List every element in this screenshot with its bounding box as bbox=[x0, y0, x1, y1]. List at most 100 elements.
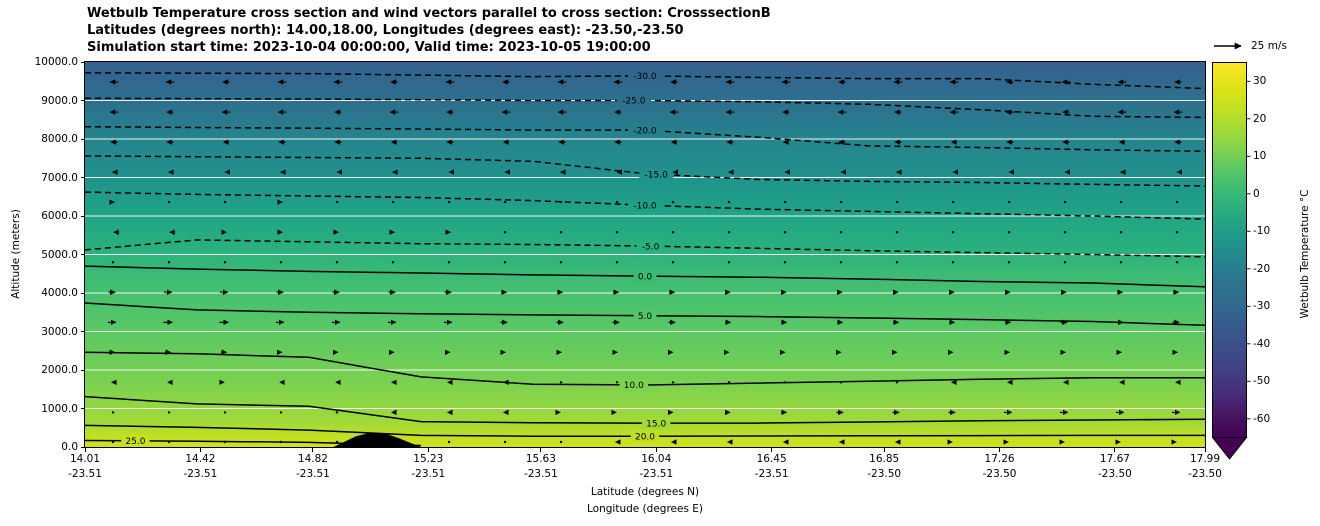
colorbar-tick-label: -50 bbox=[1253, 375, 1271, 388]
colorbar-tick-label: -10 bbox=[1253, 225, 1271, 238]
colorbar-tick-label: 0 bbox=[1253, 187, 1260, 200]
title-line-3: Simulation start time: 2023-10-04 00:00:… bbox=[87, 40, 651, 55]
colorbar-tick-label: -30 bbox=[1253, 300, 1271, 313]
wind-vector bbox=[391, 440, 395, 444]
wind-vector bbox=[503, 261, 507, 264]
x-tick-mark bbox=[883, 448, 885, 452]
wind-vectors bbox=[107, 79, 1183, 445]
wind-vector bbox=[279, 440, 283, 444]
y-tick-mark bbox=[81, 292, 85, 294]
wind-vector bbox=[223, 261, 227, 264]
x-tick-mark bbox=[771, 448, 773, 452]
x-tick-lat: 16.45 bbox=[756, 453, 787, 465]
x-tick-mark bbox=[655, 448, 657, 452]
wind-vector bbox=[1063, 231, 1067, 234]
wind-vector bbox=[1175, 231, 1179, 234]
wind-vector bbox=[559, 200, 563, 204]
y-tick-mark bbox=[81, 254, 85, 255]
x-tick-label: 15.23 -23.51 bbox=[396, 452, 460, 482]
y-tick-label: 9000.0 bbox=[41, 94, 78, 107]
wind-vector bbox=[447, 200, 451, 204]
contour-label-0.0: 0.0 bbox=[638, 272, 653, 282]
wind-vector bbox=[839, 261, 843, 264]
contour-label-20.0: 20.0 bbox=[635, 432, 655, 442]
colorbar-tick-label: 10 bbox=[1253, 150, 1267, 163]
x-tick-label: 14.82 -23.51 bbox=[281, 452, 345, 482]
wind-vector bbox=[1119, 231, 1123, 234]
wind-vector bbox=[783, 381, 787, 384]
x-tick-lon: -23.51 bbox=[296, 468, 330, 480]
wind-vector bbox=[783, 231, 787, 234]
y-tick-mark bbox=[81, 177, 85, 178]
wind-vector bbox=[111, 261, 115, 264]
wind-vector bbox=[279, 411, 283, 414]
x-tick-lon: -23.50 bbox=[1188, 468, 1222, 480]
wind-vector bbox=[895, 381, 899, 384]
wind-vector bbox=[1063, 261, 1067, 264]
x-tick-label: 16.85 -23.50 bbox=[852, 452, 916, 482]
y-tick-mark bbox=[81, 61, 85, 63]
contour-labels: -30.0 -25.0 -20.0 -15.0 -10.0 -5.0 0.0 5.0 10.0 1… bbox=[121, 70, 674, 447]
x-tick-mark bbox=[540, 448, 542, 452]
wind-vector bbox=[223, 411, 227, 414]
x-tick-lon: -23.50 bbox=[982, 468, 1017, 480]
wind-vector bbox=[671, 200, 675, 204]
title-line-1: Wetbulb Temperature cross section and wi… bbox=[87, 6, 771, 21]
y-tick-label: 0.0 bbox=[61, 441, 78, 453]
x-tick-label: 15.63 -23.51 bbox=[509, 452, 573, 482]
wind-vector bbox=[447, 261, 451, 264]
x-tick-lon: -23.51 bbox=[411, 468, 446, 480]
x-tick-label: 17.99 -23.50 bbox=[1173, 452, 1237, 482]
x-tick-lat: 17.26 bbox=[984, 453, 1015, 465]
wind-legend: 25 m/s bbox=[1212, 40, 1287, 52]
x-tick-lat: 16.04 bbox=[641, 453, 672, 465]
y-tick-mark bbox=[81, 331, 85, 332]
colorbar-label: Wetbulb Temperature °C bbox=[1299, 189, 1311, 319]
y-tick-mark bbox=[81, 100, 85, 101]
x-tick-label: 14.01 -23.51 bbox=[53, 452, 117, 482]
y-tick-mark bbox=[81, 369, 85, 371]
contour-label--15.0: -15.0 bbox=[645, 170, 669, 180]
wind-vector bbox=[1007, 200, 1011, 204]
wind-vector bbox=[895, 261, 899, 264]
wind-vector bbox=[391, 261, 395, 264]
wind-vector bbox=[223, 200, 227, 204]
x-tick-mark bbox=[1204, 448, 1206, 452]
wind-vector bbox=[839, 381, 843, 384]
wind-vector bbox=[559, 261, 563, 264]
wind-vector bbox=[391, 200, 395, 204]
wind-legend-arrow-icon bbox=[1214, 42, 1242, 50]
x-tick-label: 16.45 -23.51 bbox=[740, 452, 804, 482]
x-tick-label: 14.42 -23.51 bbox=[168, 452, 232, 482]
wind-vector bbox=[951, 200, 955, 204]
wind-vector bbox=[111, 440, 115, 444]
x-tick-lat: 14.82 bbox=[297, 453, 328, 465]
contour-label-15.0: 15.0 bbox=[646, 419, 666, 429]
wind-vector bbox=[615, 261, 619, 264]
wind-vector bbox=[503, 200, 507, 204]
wind-vector bbox=[615, 200, 619, 204]
contour-label--5.0: -5.0 bbox=[642, 242, 660, 252]
wind-vector bbox=[111, 411, 115, 414]
wind-vector bbox=[783, 200, 787, 204]
colorbar bbox=[1212, 62, 1251, 460]
gridlines bbox=[85, 99, 1205, 410]
colorbar-tick-label: -60 bbox=[1253, 412, 1271, 425]
x-tick-lat: 16.85 bbox=[869, 453, 900, 465]
wind-vector bbox=[167, 261, 171, 264]
wind-vector bbox=[839, 200, 843, 204]
y-tick-label: 2000.0 bbox=[41, 364, 78, 376]
y-tick-label: 1000.0 bbox=[41, 402, 78, 415]
x-axis-label-latitude: Latitude (degrees N) bbox=[590, 486, 700, 498]
contour-label-10.0: 10.0 bbox=[624, 381, 644, 391]
title-line-2: Latitudes (degrees north): 14.00,18.00, … bbox=[87, 23, 684, 38]
x-tick-lon: -23.51 bbox=[523, 468, 558, 480]
wind-vector bbox=[335, 200, 339, 204]
x-axis-label-longitude: Longitude (degrees E) bbox=[587, 503, 703, 515]
wind-vector bbox=[671, 381, 675, 384]
plot-area: -30.0 -25.0 -20.0 -15.0 -10.0 -5.0 0.0 5.0 10.0 1… bbox=[84, 61, 1206, 448]
wind-vector bbox=[727, 231, 731, 234]
wind-vector bbox=[1175, 261, 1179, 264]
contour-label--30.0: -30.0 bbox=[633, 72, 657, 82]
